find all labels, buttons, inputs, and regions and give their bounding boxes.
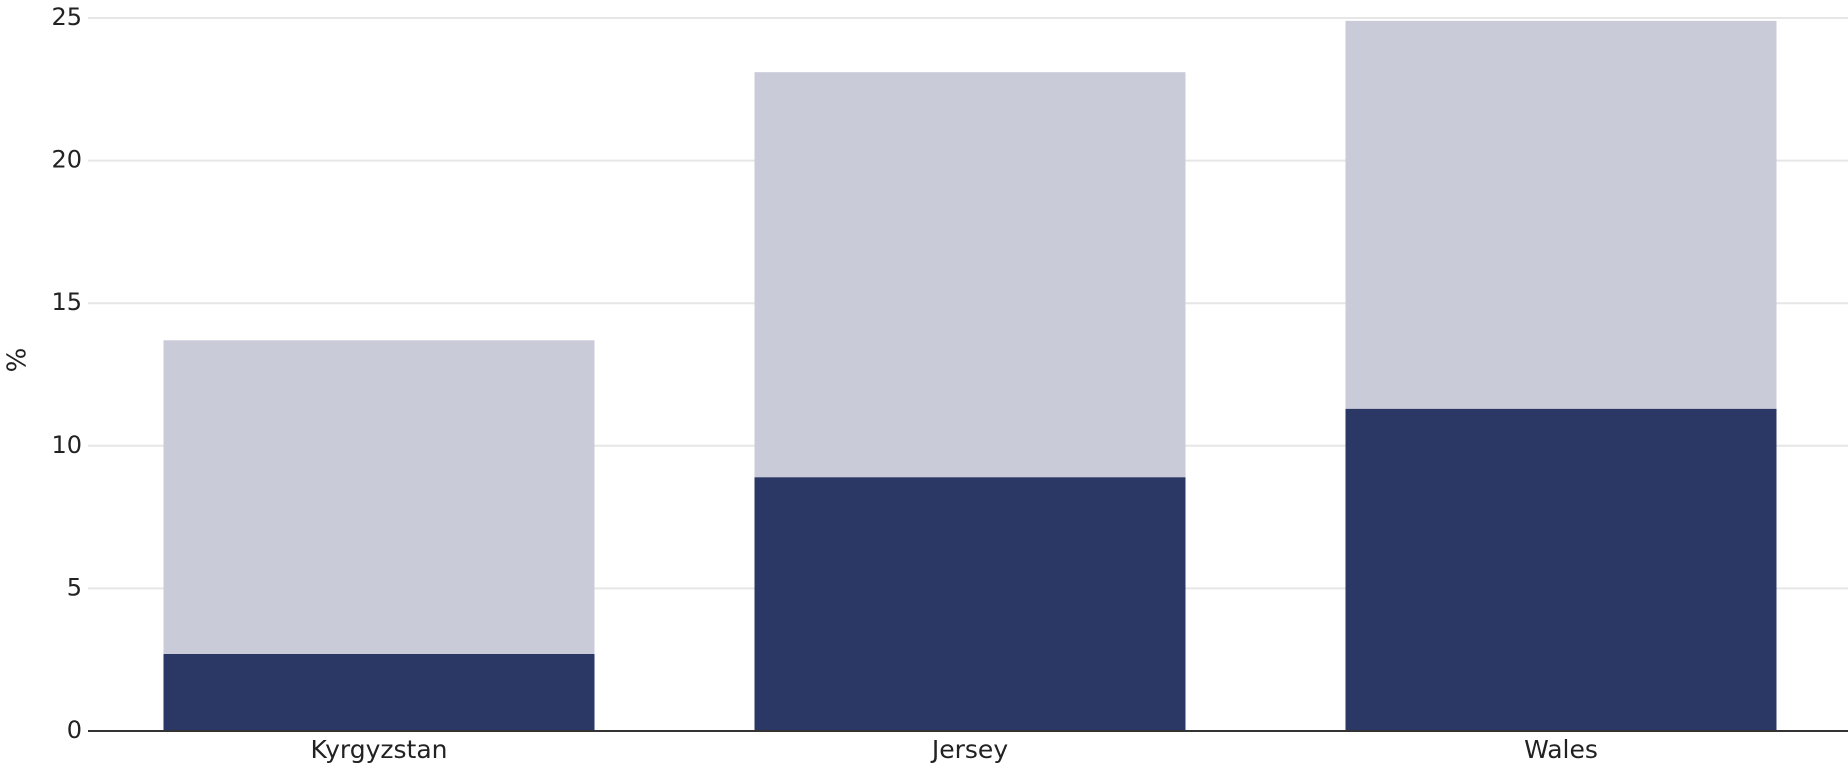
bar-segment <box>754 477 1186 731</box>
x-tick-label: Kyrgyzstan <box>311 735 448 764</box>
y-tick-label: 15 <box>51 288 82 316</box>
bar-segment <box>1345 20 1777 409</box>
y-tick-label: 0 <box>67 716 82 744</box>
x-tick-label: Jersey <box>930 735 1008 764</box>
y-tick-label: 25 <box>51 3 82 31</box>
y-tick-label: 20 <box>51 146 82 174</box>
y-tick-label: 5 <box>67 573 82 601</box>
x-tick-label: Wales <box>1524 735 1598 764</box>
y-axis-label: % <box>3 348 33 373</box>
bar-segment <box>163 340 595 654</box>
bar-segment <box>754 72 1186 478</box>
bars <box>163 20 1777 731</box>
bar-segment <box>1345 408 1777 731</box>
axes: 0 5 10 15 20 25 Kyrgyzstan Jersey Wales <box>51 3 1848 764</box>
bar-segment <box>163 653 595 731</box>
y-tick-label: 10 <box>51 431 82 459</box>
